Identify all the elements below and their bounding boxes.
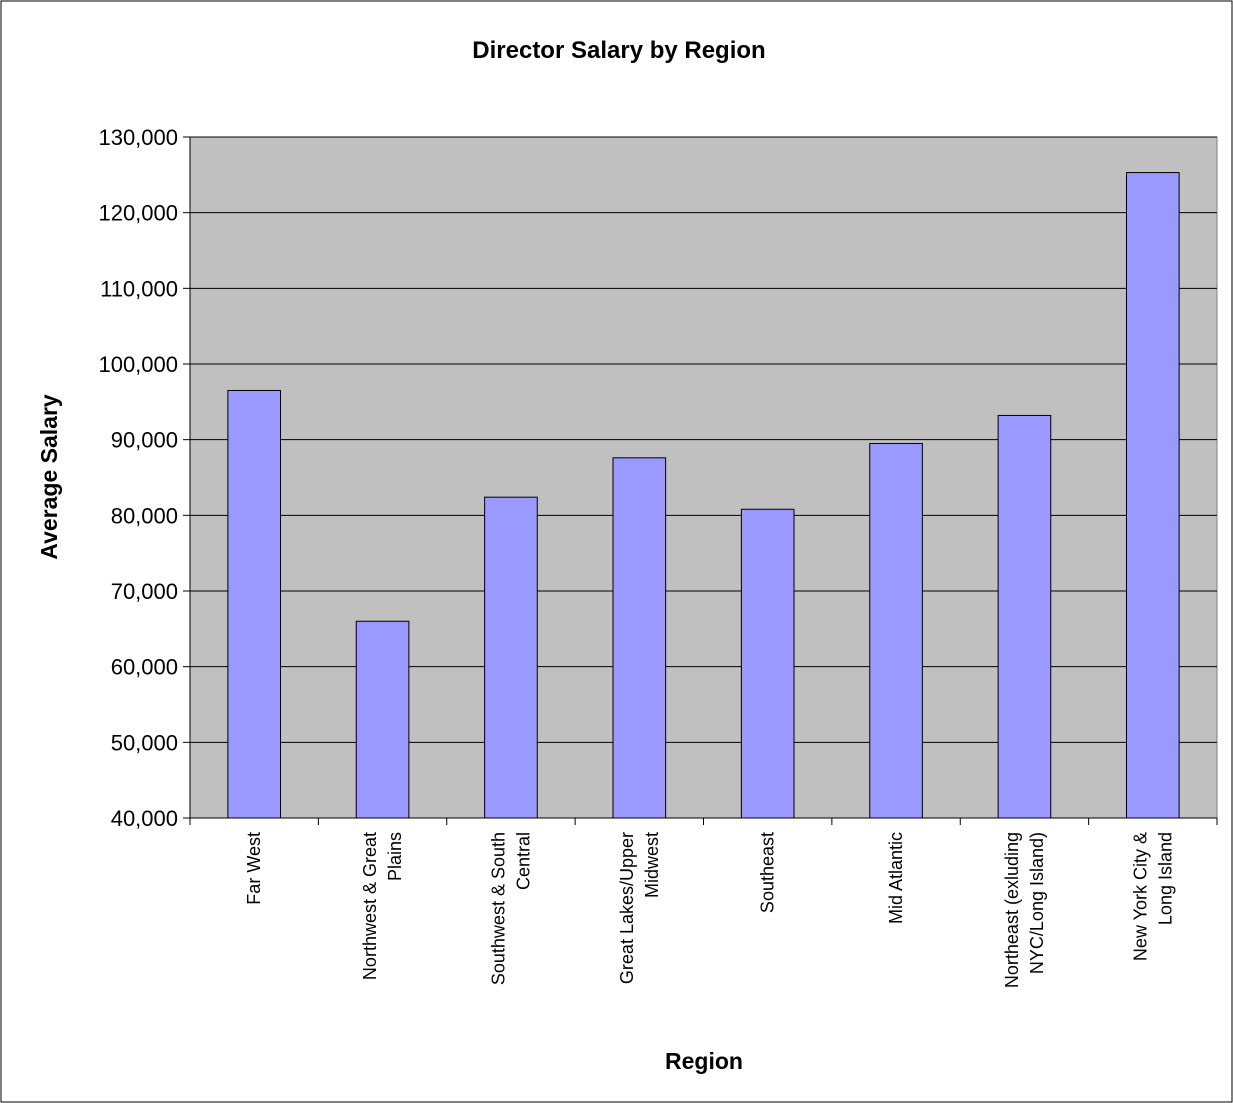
y-tick-label: 50,000 [111,730,178,755]
x-tick-label-line: Far West [244,832,264,905]
y-tick-label: 80,000 [111,503,178,528]
x-tick-label-line: Southwest & South [488,832,508,985]
x-tick-label-line: Northwest & Great [360,832,380,980]
bar [869,442,923,819]
y-tick-label: 110,000 [100,276,178,301]
x-tick-label-line: Plains [385,832,405,881]
x-tick-label-line: Southeast [758,832,778,913]
x-tick-label-line: Northeast (exluding [1002,832,1022,988]
x-tick-labels: Far West Northwest & Great Plains Southwest… [244,832,1175,988]
x-tick-label: Far West [244,832,264,905]
chart-title: Director Salary by Region [472,37,765,64]
y-tick-label: 100,000 [98,352,178,377]
axes [183,136,1218,825]
bars [227,172,1180,819]
y-tick-labels: 40,000 50,000 60,000 70,000 80,000 90,000 100,… [98,125,178,831]
x-tick-label-line: Great Lakes/Upper [617,832,637,984]
bar [484,496,538,819]
bar [997,414,1052,819]
bar [1125,172,1180,819]
bar [355,620,410,819]
x-tick-label-line: Mid Atlantic [886,832,906,924]
y-tick-label: 120,000 [98,201,178,226]
y-tick-label: 70,000 [111,579,178,604]
y-axis-title: Average Salary [36,394,62,560]
x-tick-label-line: NYC/Long Island) [1027,832,1047,974]
y-tick-label: 90,000 [111,428,178,453]
bar [227,389,282,819]
y-tick-label: 60,000 [111,655,178,680]
x-tick-label: Mid Atlantic [886,832,906,924]
plot-area [189,136,1218,819]
x-tick-label: Southwest & South Central [488,832,533,985]
x-tick-label-line: New York City & [1130,832,1150,961]
x-tick-label: New York City & Long Island [1130,832,1175,961]
x-tick-label: Southeast [758,832,778,913]
x-tick-label-line: Long Island [1155,832,1175,925]
y-tick-label: 40,000 [111,806,178,831]
x-tick-label-line: Midwest [642,832,662,898]
bar [740,508,795,819]
y-tick-label: 130,000 [98,125,178,150]
x-tick-label-line: Central [513,832,533,890]
x-tick-label: Great Lakes/Upper Midwest [617,832,662,984]
x-axis-title: Region [665,1048,743,1074]
x-tick-label: Northeast (exluding NYC/Long Island) [1002,832,1047,988]
bar [612,457,667,819]
x-tick-label: Northwest & Great Plains [360,832,405,980]
